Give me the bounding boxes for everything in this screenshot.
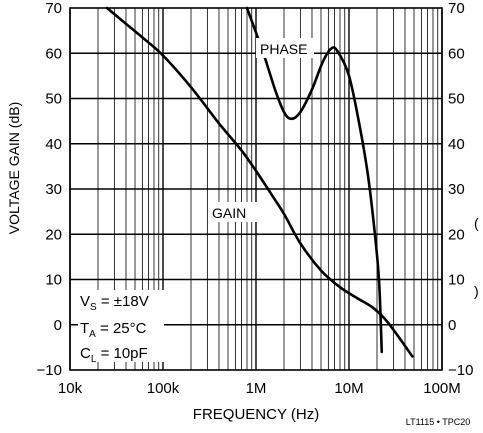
condition-cl: CL = 10pF [80, 345, 148, 365]
y-tick-label-right: 60 [448, 45, 465, 62]
left-axis-ticks: 70 60 50 40 30 20 10 0 −10 [37, 0, 62, 379]
y-tick-label-left: −10 [37, 362, 62, 379]
gain-label-bg [208, 202, 258, 222]
phase-curve [245, 6, 384, 354]
conditions-box-bg [78, 290, 164, 362]
y-tick-label-right: 70 [448, 0, 465, 17]
y-tick-label-right: 30 [448, 181, 465, 198]
x-tick-label: 1M [246, 380, 267, 397]
series-layer [105, 6, 414, 358]
y-tick-label-right: −10 [448, 362, 473, 379]
y-tick-label-left: 50 [45, 91, 62, 108]
y-tick-label-right: 20 [448, 226, 465, 243]
gain-series-label: GAIN [212, 205, 246, 221]
y-tick-label-left: 70 [45, 0, 62, 17]
y-tick-label-left: 10 [45, 272, 62, 289]
y-tick-label-right: 0 [448, 317, 456, 334]
x-tick-label: 100k [147, 380, 180, 397]
y-tick-label-left: 40 [45, 136, 62, 153]
x-tick-label: 100M [423, 380, 461, 397]
y-tick-label-right: 40 [448, 136, 465, 153]
y-tick-label-right: 50 [448, 91, 465, 108]
right-axis-glyph-bottom: ) [474, 283, 479, 299]
phase-label-bg [256, 38, 314, 58]
figure-footnote: LT1115 • TPC20 [406, 417, 471, 427]
phase-series-label: PHASE [260, 41, 307, 57]
y-tick-label-left: 60 [45, 45, 62, 62]
condition-vs: VS = ±18V [80, 293, 149, 313]
x-tick-label: 10k [58, 380, 83, 397]
y-tick-label-right: 10 [448, 272, 465, 289]
right-axis-ticks: 70 60 50 40 30 20 10 0 −10 [448, 0, 473, 379]
gain-curve [105, 6, 414, 358]
y-axis-title: VOLTAGE GAIN (dB) [6, 102, 22, 235]
x-axis-title: FREQUENCY (Hz) [193, 406, 319, 423]
condition-ta: TA = 25°C [80, 320, 147, 340]
y-tick-label-left: 20 [45, 226, 62, 243]
x-tick-label: 10M [334, 380, 363, 397]
right-axis-glyph-top: ( [474, 215, 479, 231]
plot-frame [69, 7, 443, 371]
x-axis-ticks: 1M10k100k1M10M100M [58, 380, 461, 397]
y-tick-label-left: 0 [54, 317, 62, 334]
y-tick-label-left: 30 [45, 181, 62, 198]
